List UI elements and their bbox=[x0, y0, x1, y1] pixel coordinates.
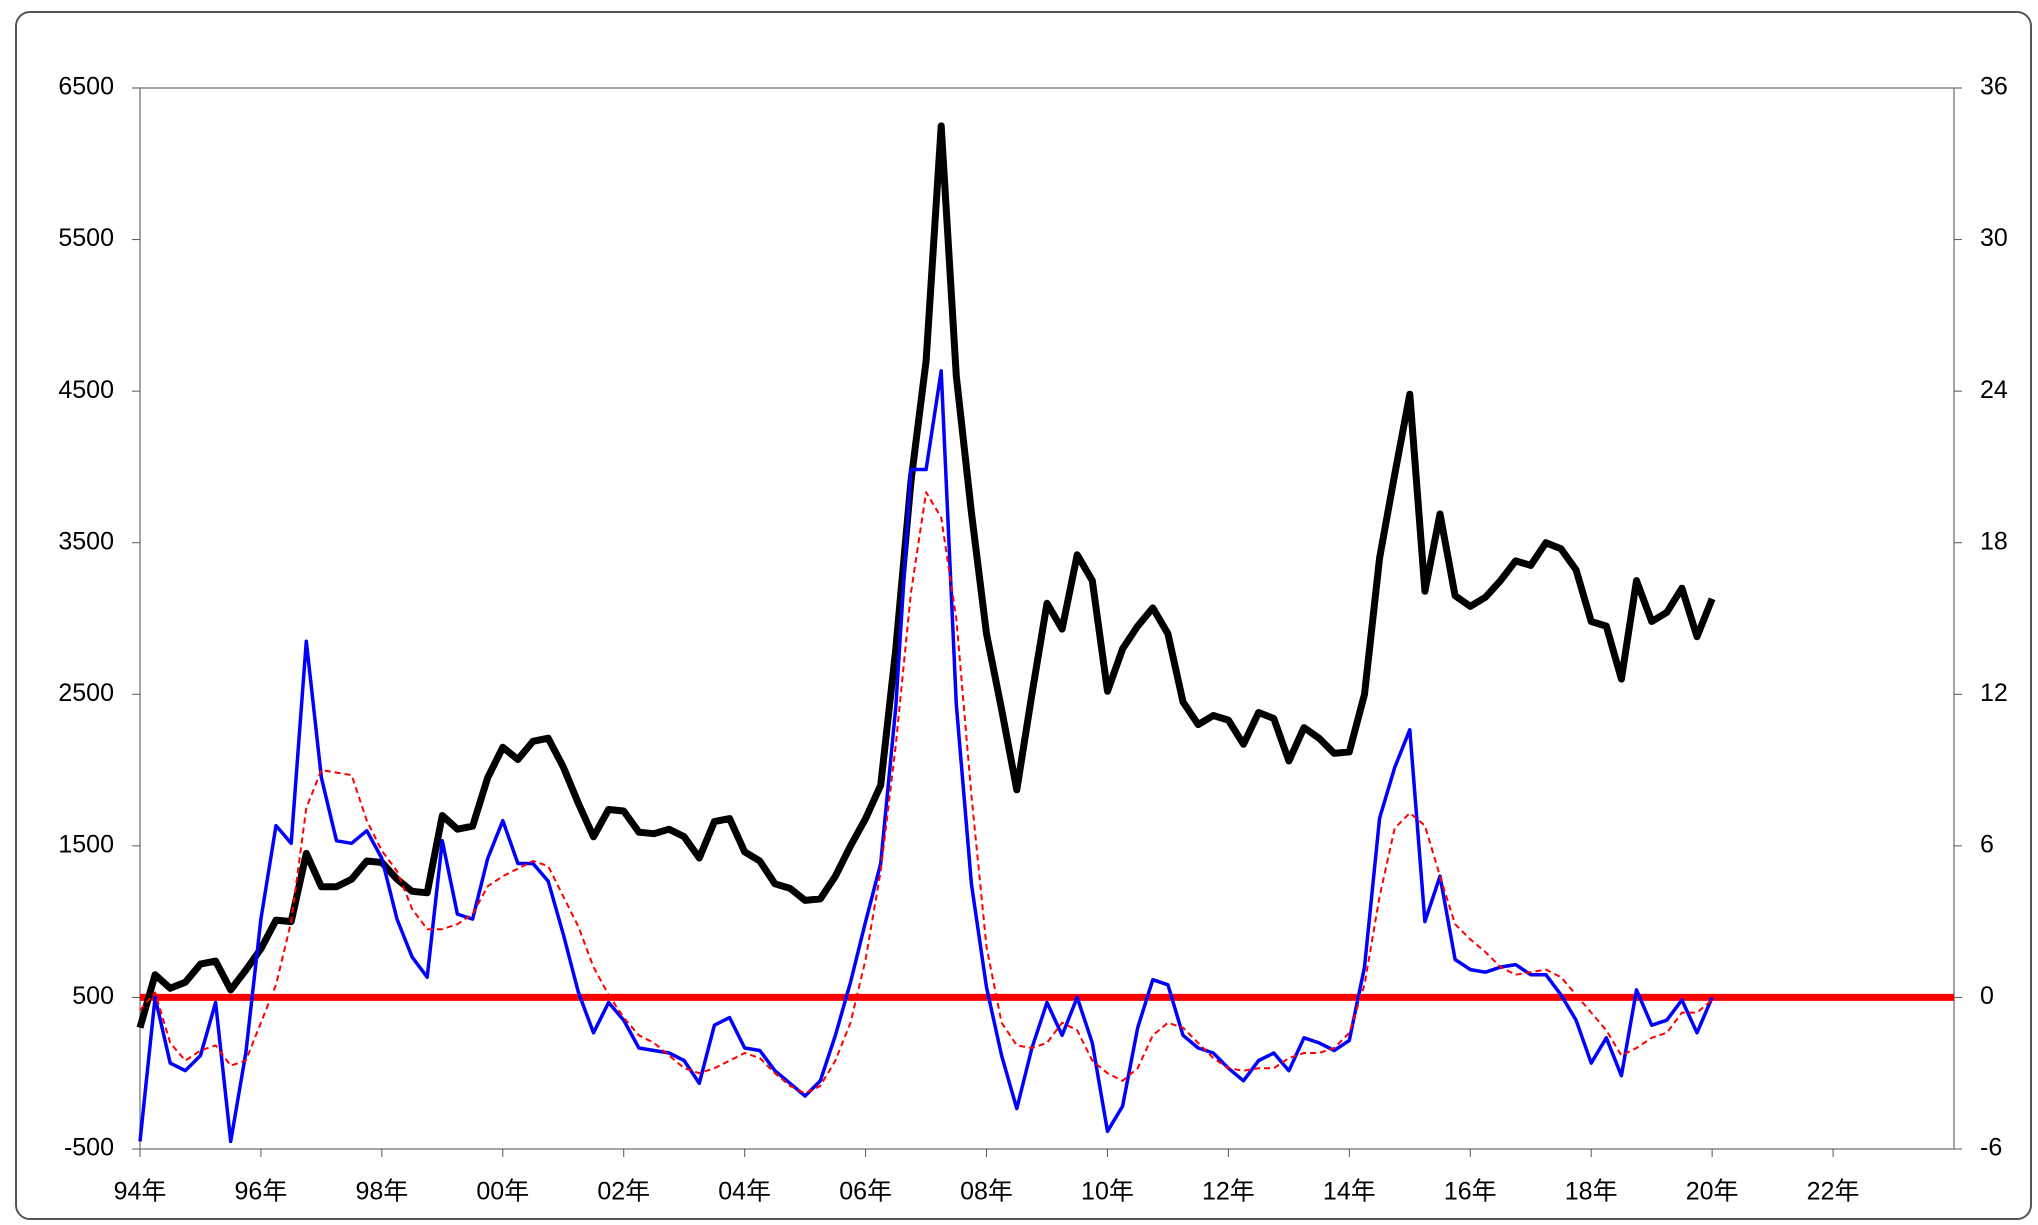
x-tick-label: 10年 bbox=[1081, 1178, 1134, 1206]
frame bbox=[15, 11, 2032, 1220]
x-tick-label: 14年 bbox=[1323, 1178, 1376, 1206]
x-tick-label: 04年 bbox=[718, 1178, 771, 1206]
x-tick-label: 18年 bbox=[1565, 1178, 1618, 1206]
plot-area bbox=[139, 87, 1955, 1150]
y2-tick-label: 36 bbox=[1980, 73, 2008, 101]
y2-tick-label: -6 bbox=[1980, 1134, 2002, 1162]
x-tick-label: 12年 bbox=[1202, 1178, 1255, 1206]
y-tick-label: -500 bbox=[64, 1134, 114, 1162]
y2-tick-label: 12 bbox=[1980, 679, 2008, 707]
y2-tick-label: 30 bbox=[1980, 224, 2008, 252]
x-tick-label: 00年 bbox=[476, 1178, 529, 1206]
series-line bbox=[138, 369, 1714, 1144]
y-tick-label: 4500 bbox=[58, 376, 114, 404]
x-tick-label: 98年 bbox=[355, 1178, 408, 1206]
x-tick-label: 08年 bbox=[960, 1178, 1013, 1206]
series-line bbox=[139, 491, 1713, 1095]
x-tick-label: 06年 bbox=[839, 1178, 892, 1206]
y2-tick-label: 24 bbox=[1980, 376, 2008, 404]
series-line bbox=[136, 122, 1716, 1029]
x-tick-label: 02年 bbox=[597, 1178, 650, 1206]
y-tick-label: 2500 bbox=[58, 679, 114, 707]
y2-tick-label: 6 bbox=[1980, 830, 1994, 858]
x-tick-label: 20年 bbox=[1686, 1178, 1739, 1206]
x-tick-label: 94年 bbox=[114, 1178, 167, 1206]
y2-tick-label: 0 bbox=[1980, 982, 1994, 1010]
y-tick-label: 6500 bbox=[58, 73, 114, 101]
x-tick-label: 96年 bbox=[235, 1178, 288, 1206]
x-tick-label: 22年 bbox=[1807, 1178, 1860, 1206]
y-tick-label: 3500 bbox=[58, 527, 114, 555]
y2-tick-label: 18 bbox=[1980, 527, 2008, 555]
y-tick-label: 1500 bbox=[58, 830, 114, 858]
y-tick-label: 5500 bbox=[58, 224, 114, 252]
x-tick-label: 16年 bbox=[1444, 1178, 1497, 1206]
y-tick-label: 500 bbox=[72, 982, 114, 1010]
